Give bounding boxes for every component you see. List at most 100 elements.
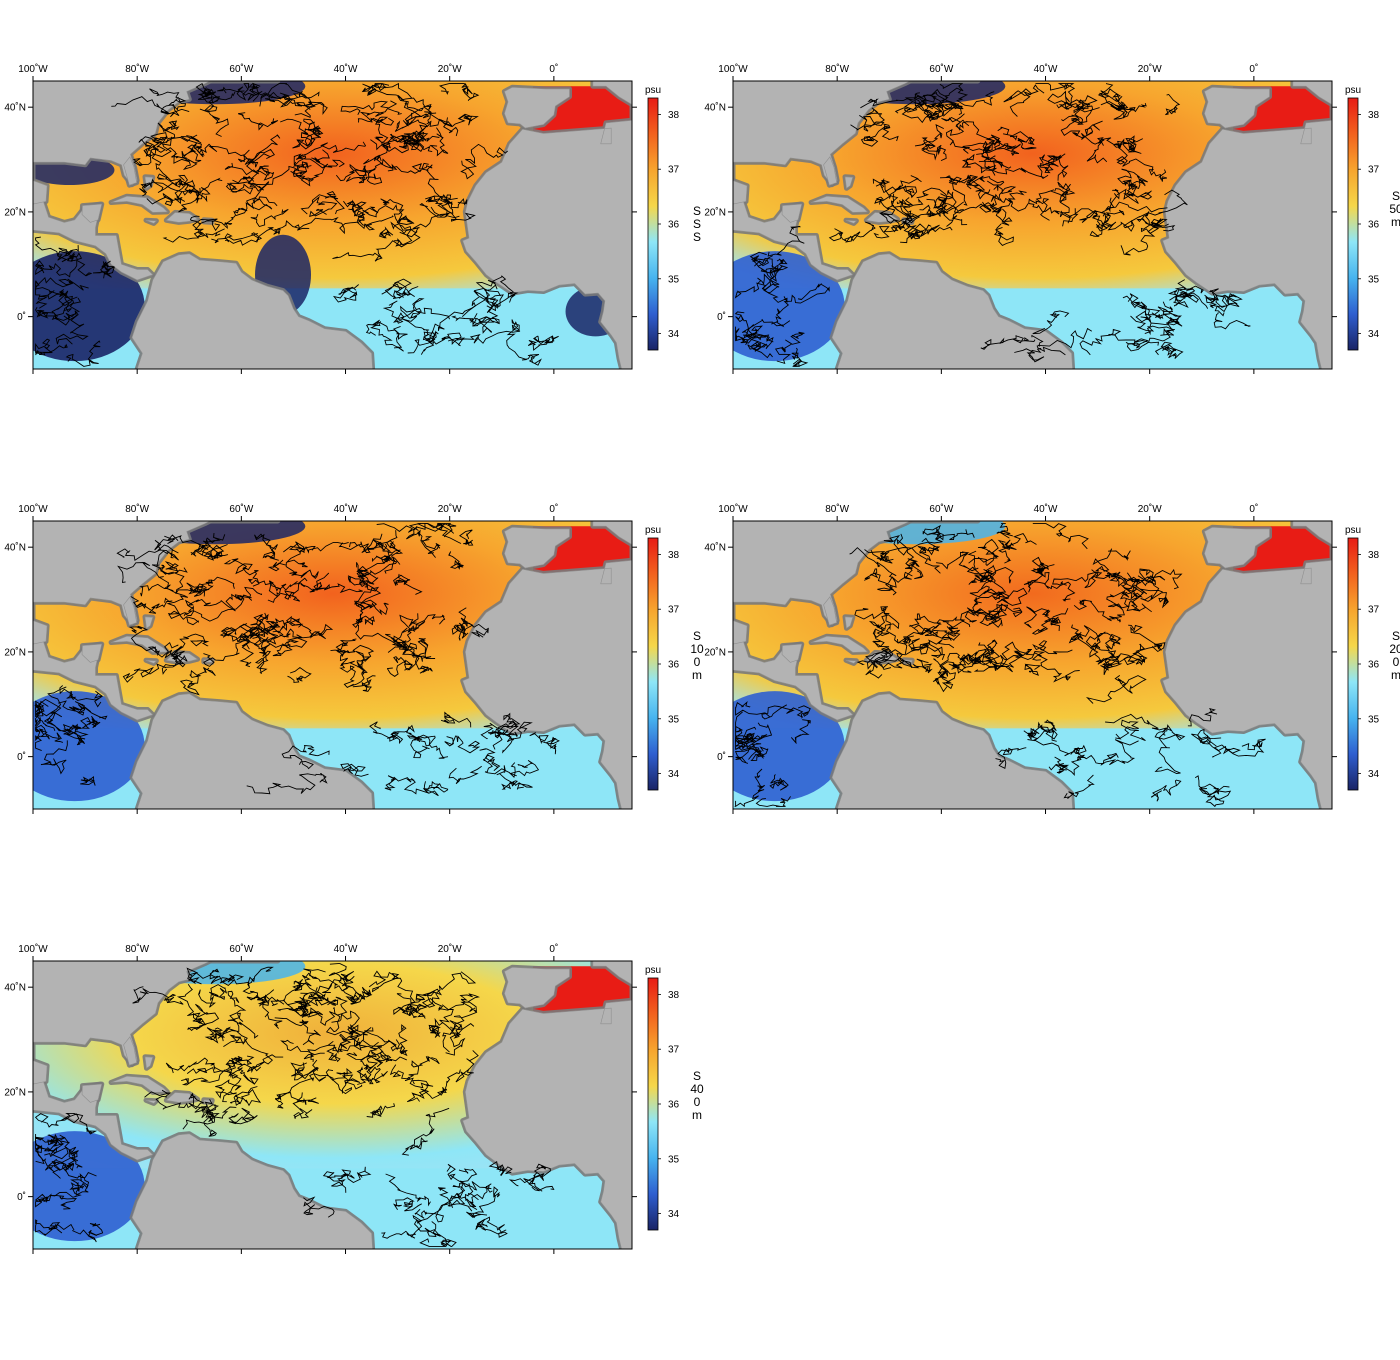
float-trajectory	[378, 226, 394, 239]
float-trajectory	[1133, 301, 1179, 324]
map-area	[733, 81, 1332, 369]
float-trajectory	[503, 712, 521, 738]
float-trajectory	[349, 533, 383, 553]
float-trajectory	[1116, 168, 1146, 200]
float-trajectory	[461, 275, 514, 318]
float-trajectory	[117, 561, 174, 592]
lon-tick-label: 40˚W	[1034, 63, 1058, 75]
float-trajectory	[1116, 156, 1168, 182]
colorbar-tick-label: 34	[668, 1209, 680, 1220]
salinity-map-s50: 100˚W 80˚W 60˚W 40˚W 20˚W 0˚ 40˚N 20˚N 0˚ 38 37 36 3…	[704, 63, 1380, 374]
colorbar	[1347, 97, 1359, 351]
float-trajectory	[199, 108, 229, 137]
float-trajectory	[164, 532, 226, 556]
float-trajectory	[284, 582, 317, 600]
colorbar-tick-label: 37	[668, 1045, 680, 1056]
float-trajectory	[921, 91, 964, 117]
land-usEast	[33, 961, 211, 1066]
float-trajectory	[128, 625, 179, 658]
colorbar-tick-label: 35	[1368, 274, 1380, 285]
land-italy	[592, 961, 632, 985]
float-trajectory	[380, 198, 415, 225]
float-trajectory	[1137, 568, 1183, 590]
float-trajectory	[904, 100, 963, 120]
float-trajectory	[475, 1216, 508, 1238]
float-trajectory	[35, 296, 78, 320]
float-trajectory	[322, 1171, 347, 1193]
float-trajectory	[384, 530, 400, 574]
float-trajectory	[400, 130, 427, 152]
float-trajectory	[1169, 291, 1209, 309]
float-trajectory	[914, 92, 944, 112]
float-trajectory	[399, 298, 450, 331]
float-trajectory	[1032, 640, 1073, 655]
land-yucatan	[781, 203, 803, 223]
float-trajectory	[1054, 756, 1070, 774]
float-trajectory	[293, 141, 367, 166]
float-trajectory	[1135, 643, 1148, 666]
float-trajectory	[204, 1027, 225, 1044]
float-trajectory	[425, 195, 476, 222]
lon-tick-label: 60˚W	[229, 943, 253, 955]
float-trajectory	[352, 675, 376, 692]
colorbar-tick-label: 38	[668, 110, 680, 121]
float-trajectory	[165, 142, 205, 164]
float-trajectory	[340, 763, 369, 777]
float-trajectory	[466, 1186, 501, 1219]
land-florida	[123, 596, 138, 626]
float-trajectory	[981, 134, 1021, 161]
float-trajectory	[448, 551, 464, 570]
float-trajectory	[1017, 136, 1037, 150]
float-trajectory	[401, 1107, 450, 1156]
float-trajectory	[43, 711, 72, 733]
float-trajectory	[506, 324, 542, 366]
float-trajectory	[237, 148, 275, 168]
float-trajectory	[72, 1222, 104, 1243]
float-trajectory	[173, 633, 210, 656]
float-trajectory	[864, 568, 907, 591]
float-trajectory	[211, 232, 258, 244]
float-trajectory	[1023, 579, 1067, 590]
float-trajectory	[252, 627, 284, 653]
float-trajectory	[1105, 713, 1186, 741]
float-trajectory	[406, 1055, 440, 1080]
float-trajectory	[226, 1055, 255, 1069]
float-trajectory	[362, 204, 419, 235]
float-trajectory	[326, 1026, 359, 1063]
land-florida	[123, 156, 138, 186]
float-trajectory	[67, 730, 89, 746]
land-jamaica	[145, 1100, 158, 1104]
land-africa	[462, 521, 632, 809]
float-trajectory	[203, 91, 236, 113]
float-trajectory	[1127, 293, 1152, 323]
float-trajectory	[456, 319, 521, 344]
float-trajectory	[341, 1074, 363, 1094]
float-trajectory	[264, 618, 290, 648]
float-trajectory	[186, 967, 245, 986]
float-trajectory	[393, 573, 423, 595]
float-trajectory	[904, 88, 949, 113]
float-trajectory	[385, 1173, 431, 1207]
float-trajectory	[1076, 752, 1119, 765]
float-trajectory	[924, 620, 961, 641]
float-trajectory	[399, 131, 433, 153]
float-trajectory	[951, 653, 990, 674]
colorbar-tick-label: 37	[1368, 165, 1380, 176]
float-trajectory	[198, 207, 248, 229]
float-trajectory	[750, 749, 765, 761]
lon-tick-label: 100˚W	[18, 943, 48, 955]
float-trajectory	[270, 968, 326, 1007]
float-trajectory	[423, 781, 449, 797]
float-trajectory	[392, 1197, 422, 1212]
float-trajectory	[353, 1040, 384, 1068]
float-trajectory	[411, 614, 446, 631]
lon-tick-label: 0˚	[549, 63, 558, 75]
float-trajectory	[280, 99, 328, 118]
colorbar-tick-label: 36	[668, 660, 680, 671]
salinity-map-s100: 100˚W 80˚W 60˚W 40˚W 20˚W 0˚ 40˚N 20˚N 0˚ 38 37 36 3…	[4, 503, 680, 814]
float-trajectory	[43, 1134, 59, 1158]
lat-tick-label: 20˚N	[4, 646, 26, 658]
float-trajectory	[225, 181, 264, 195]
float-trajectory	[345, 163, 398, 185]
float-trajectory	[280, 1039, 325, 1060]
